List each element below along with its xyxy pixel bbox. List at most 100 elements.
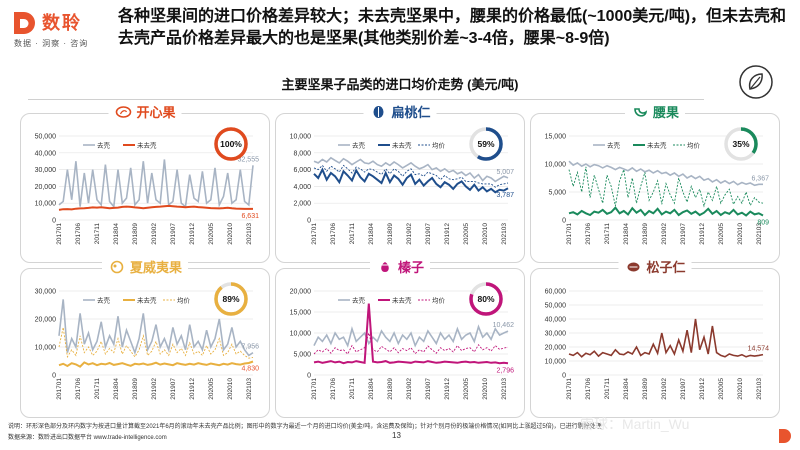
series-line-shelled [568,160,763,187]
x-tick-label: 201804 [623,223,630,245]
x-tick-label: 201902 [151,378,158,400]
series-line-unshelled [58,204,253,211]
x-tick-label: 201711 [349,378,356,400]
x-tick-label: 201809 [642,223,649,245]
series-line-avg [58,327,254,359]
x-tick-label: 202103 [501,223,508,245]
legend-label-shelled: 去壳 [97,296,111,305]
x-tick-label: 202010 [227,223,234,245]
y-tick-label: 4,000 [293,184,311,191]
x-tick-label: 202103 [246,223,253,245]
x-tick-label: 201809 [132,378,139,400]
cashew-icon [634,107,648,117]
series-line-avg [313,164,509,188]
legend-label-shelled: 去壳 [607,141,621,150]
y-tick-label: 6,000 [293,167,311,174]
legend-label-unshelled: 未去壳 [137,141,157,150]
end-value-label: 32,555 [238,156,260,163]
series-line-unshelled [58,360,254,368]
x-tick-label: 201912 [444,378,451,400]
y-tick-label: 30,000 [545,331,567,338]
x-tick-label: 201907 [425,378,432,400]
x-tick-label: 201902 [406,378,413,400]
share-value: 89% [222,294,239,304]
y-tick-label: 8,000 [293,150,311,157]
corner-brand-icon [779,429,791,443]
panel-title-pistachio: 开心果 [136,105,176,120]
y-tick-label: 10,000 [290,331,312,338]
y-tick-label: 40,000 [545,317,567,324]
panel-title-hazelnut: 榛子 [397,260,425,275]
share-ring-fill [214,282,248,316]
y-tick-label: 0 [307,373,311,380]
legend-label-avg: 均价 [432,141,446,150]
x-tick-label: 201902 [661,378,668,400]
panel-title-macadamia: 夏威夷果 [129,260,183,275]
brand-logo: 数聆 数据 · 洞察 · 咨询 [10,8,110,48]
x-tick-label: 201711 [94,223,101,245]
title-divider [28,99,704,100]
x-tick-label: 202103 [246,378,253,400]
y-tick-label: 30,000 [35,289,57,296]
y-tick-label: 50,000 [35,134,57,141]
y-tick-label: 10,000 [35,201,57,208]
x-tick-label: 201706 [585,223,592,245]
x-tick-label: 201804 [113,378,120,400]
y-tick-label: 15,000 [545,134,567,141]
y-tick-label: 0 [307,218,311,225]
panel-hazelnut: 榛子 20,000 15,000 10,000 5,000 0 201701 201706 2… [275,257,525,418]
end-value-label: 6,631 [241,213,259,220]
end-value-label: 10,462 [493,322,515,329]
panel-cashew: 腰果 15,000 10,000 5,000 0 201701 201706 201711 2… [530,102,780,263]
y-tick-label: 20,000 [290,289,312,296]
series-line-shelled [58,299,254,357]
data-source: 数据来源：数聆进出口数据平台 www.trade-intelligence.co… [8,435,167,441]
x-tick-label: 201701 [311,378,318,400]
end-value-label: 5,007 [496,169,514,176]
x-tick-label: 202010 [482,223,489,245]
y-tick-label: 5,000 [548,190,566,197]
end-value-label: 4,830 [241,365,259,372]
y-tick-label: 60,000 [545,289,567,296]
brand-mark-icon [14,12,35,34]
x-tick-label: 202005 [463,378,470,400]
x-tick-label: 201912 [189,223,196,245]
x-tick-label: 202010 [737,378,744,400]
x-tick-label: 201706 [330,223,337,245]
y-tick-label: 10,000 [545,162,567,169]
y-tick-label: 0 [562,218,566,225]
x-tick-label: 201701 [566,378,573,400]
watermark: 雪球：Martin_Wu [580,416,690,432]
legend-label-shelled: 去壳 [352,296,366,305]
y-tick-label: 20,000 [35,317,57,324]
panel-title-pinenut: 松子仁 [646,260,686,275]
x-tick-label: 202010 [482,378,489,400]
x-tick-label: 201711 [94,378,101,400]
series-line-shelled [58,159,254,209]
legend-label-avg: 均价 [687,141,701,150]
panel-macadamia: 夏威夷果 30,000 20,000 10,000 0 201701 201706 2017… [20,257,270,418]
end-value-label: 6,367 [751,175,769,182]
x-tick-label: 202005 [208,378,215,400]
y-tick-label: 20,000 [545,345,567,352]
x-tick-label: 202005 [718,223,725,245]
x-tick-label: 201706 [75,378,82,400]
y-tick-label: 15,000 [290,310,312,317]
x-tick-label: 201706 [585,378,592,400]
share-value: 100% [220,139,242,149]
series-line-shelled [568,318,764,358]
almond-icon [373,105,384,118]
end-value-label: 809 [757,219,769,226]
x-tick-label: 202103 [756,378,763,400]
chart-group-title: 主要坚果子品类的进口均价走势 (美元/吨) [281,77,519,92]
y-tick-label: 0 [52,218,56,225]
end-value-label: 14,574 [748,346,770,353]
y-tick-label: 0 [562,373,566,380]
x-tick-label: 201809 [387,378,394,400]
x-tick-label: 201711 [349,223,356,245]
y-tick-label: 0 [52,373,56,380]
share-ring-fill [724,127,758,161]
